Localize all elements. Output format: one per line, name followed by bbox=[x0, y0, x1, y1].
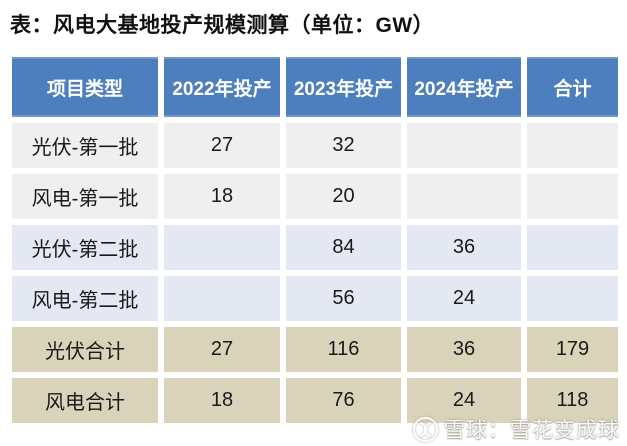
table-cell bbox=[527, 123, 618, 168]
header-cell-3: 2024年投产 bbox=[407, 57, 521, 117]
table-body: 光伏-第一批 27 32 风电-第一批 18 20 光伏-第二批 84 36 风电-第二批 56 24… bbox=[12, 123, 618, 423]
row-label: 光伏-第二批 bbox=[12, 225, 158, 270]
table-cell: 116 bbox=[286, 327, 401, 372]
table-cell bbox=[527, 276, 618, 321]
page-title: 表：风电大基地投产规模测算（单位：GW） bbox=[10, 14, 435, 37]
table-header: 项目类型 2022年投产 2023年投产 2024年投产 合计 bbox=[12, 57, 618, 117]
table-cell bbox=[164, 225, 280, 270]
table-cell: 56 bbox=[286, 276, 401, 321]
table-cell: 24 bbox=[407, 276, 521, 321]
table-cell bbox=[527, 174, 618, 219]
table-cell: 27 bbox=[164, 123, 280, 168]
row-label: 光伏-第一批 bbox=[12, 123, 158, 168]
table-row: 光伏-第一批 27 32 bbox=[12, 123, 618, 168]
table-cell: 179 bbox=[527, 327, 618, 372]
table-cell bbox=[527, 225, 618, 270]
table-cell: 32 bbox=[286, 123, 401, 168]
header-row: 项目类型 2022年投产 2023年投产 2024年投产 合计 bbox=[12, 57, 618, 117]
table-cell: 18 bbox=[164, 174, 280, 219]
table-cell: 36 bbox=[407, 327, 521, 372]
table-cell: 20 bbox=[286, 174, 401, 219]
row-label: 光伏合计 bbox=[12, 327, 158, 372]
table-cell: 36 bbox=[407, 225, 521, 270]
table-cell: 18 bbox=[164, 378, 280, 423]
table-row: 风电合计 18 76 24 118 bbox=[12, 378, 618, 423]
table-cell bbox=[164, 276, 280, 321]
table-row: 风电-第一批 18 20 bbox=[12, 174, 618, 219]
table-row: 光伏合计 27 116 36 179 bbox=[12, 327, 618, 372]
table-row: 光伏-第二批 84 36 bbox=[12, 225, 618, 270]
table-cell: 118 bbox=[527, 378, 618, 423]
header-cell-1: 2022年投产 bbox=[164, 57, 280, 117]
row-label: 风电-第二批 bbox=[12, 276, 158, 321]
table-row: 风电-第二批 56 24 bbox=[12, 276, 618, 321]
header-cell-2: 2023年投产 bbox=[286, 57, 401, 117]
table-cell: 76 bbox=[286, 378, 401, 423]
table-cell: 24 bbox=[407, 378, 521, 423]
table-cell: 27 bbox=[164, 327, 280, 372]
row-label: 风电-第一批 bbox=[12, 174, 158, 219]
header-cell-4: 合计 bbox=[527, 57, 618, 117]
table-cell: 84 bbox=[286, 225, 401, 270]
row-label: 风电合计 bbox=[12, 378, 158, 423]
header-cell-0: 项目类型 bbox=[12, 57, 158, 117]
table-cell bbox=[407, 123, 521, 168]
table-cell bbox=[407, 174, 521, 219]
capacity-table: 项目类型 2022年投产 2023年投产 2024年投产 合计 光伏-第一批 27 32 风电… bbox=[6, 51, 624, 429]
